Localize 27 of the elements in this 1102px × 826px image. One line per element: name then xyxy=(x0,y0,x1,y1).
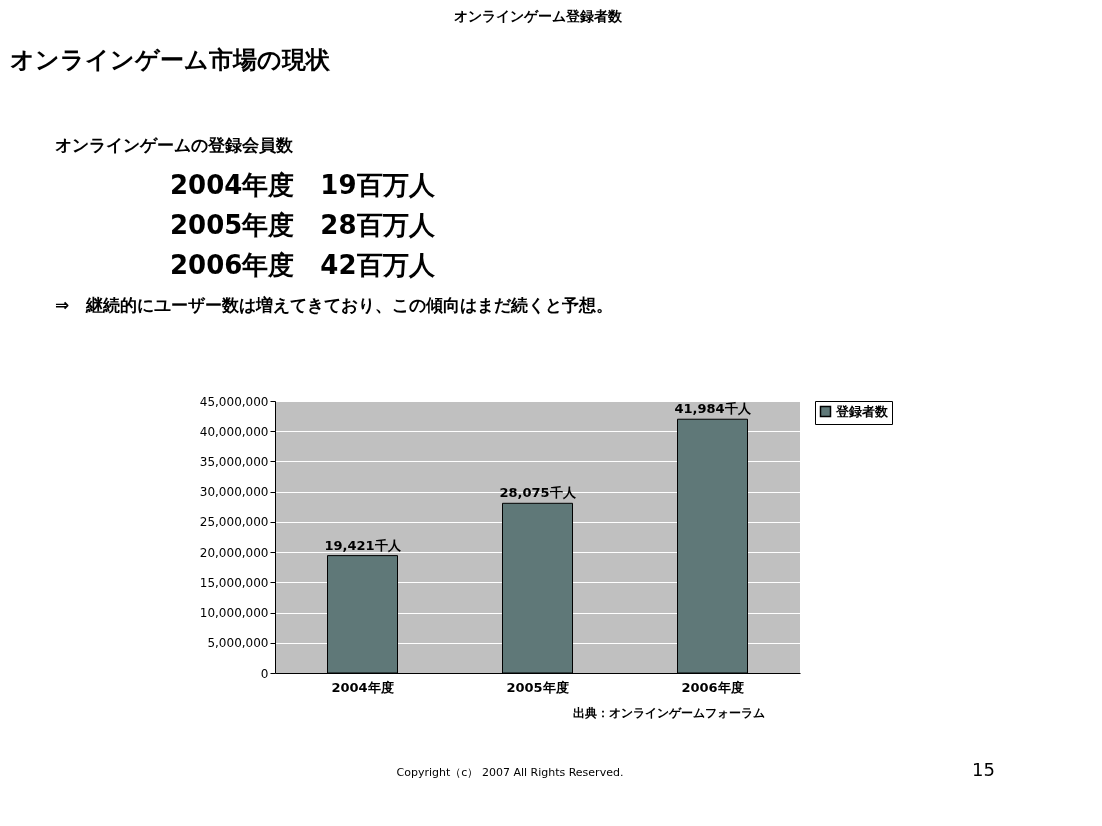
y-tick-label: 30,000,000 xyxy=(199,485,269,500)
text: ⇒ 継続的にユーザー数は増えてきており、この傾向はまだ続くと予想。 xyxy=(55,295,614,315)
y-tick-label: 25,000,000 xyxy=(199,515,269,530)
text: 41,984千人 xyxy=(674,401,751,417)
y-tick-label: 5,000,000 xyxy=(207,636,269,651)
y-tick-label: 15,000,000 xyxy=(199,575,269,590)
text: オンラインゲームの登録会員数 xyxy=(55,135,294,155)
text: オンラインゲーム市場の現状 xyxy=(10,46,331,74)
y-tick-label: 45,000,000 xyxy=(199,394,269,409)
y-tick-label: 35,000,000 xyxy=(199,454,269,469)
text: 2004年度 19百万人 xyxy=(170,170,436,200)
source-note: 出典：オンラインゲームフォーラム xyxy=(573,706,765,720)
text: Copyright（c） 2007 All Rights Reserved. xyxy=(396,766,624,779)
text: 2005年度 28百万人 xyxy=(170,210,436,240)
text: 15 xyxy=(972,759,995,780)
legend-label: 登録者数 xyxy=(835,403,889,419)
y-tick-label: 10,000,000 xyxy=(199,606,269,621)
x-tick-label: 2005年度 xyxy=(506,679,569,695)
x-tick-label: 2004年度 xyxy=(331,679,394,695)
y-tick-label: 40,000,000 xyxy=(199,424,269,439)
chart-title: オンラインゲーム登録者数 xyxy=(453,8,623,24)
text: 2006年度 42百万人 xyxy=(170,250,436,280)
y-tick-label: 20,000,000 xyxy=(199,545,269,560)
y-tick-label: 0 xyxy=(260,666,269,681)
text: 19,421千人 xyxy=(324,537,401,553)
x-tick-label: 2006年度 xyxy=(681,679,744,695)
text: 28,075千人 xyxy=(499,485,576,501)
